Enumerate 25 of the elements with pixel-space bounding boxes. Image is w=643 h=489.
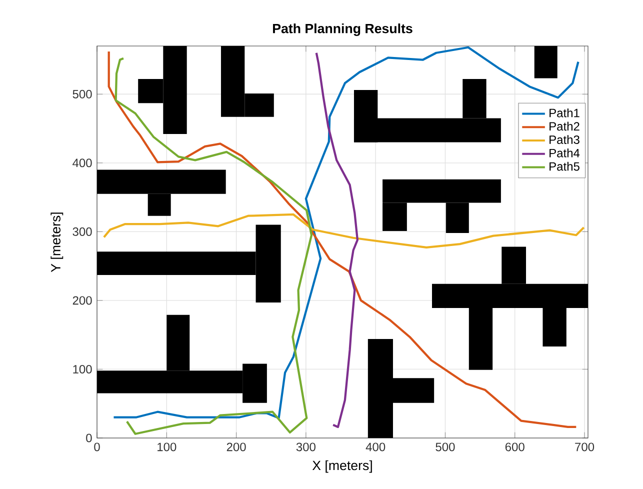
x-tick-label: 700 [575, 442, 594, 452]
line-series [114, 57, 313, 435]
y-tick-label: 300 [72, 227, 92, 236]
y-axis-title: Y [meters] [50, 212, 64, 272]
x-axis-title: X [meters] [312, 460, 372, 473]
y-tick-label: 0 [86, 434, 92, 442]
y-tick-label: 100 [73, 364, 92, 374]
x-tick-label: 600 [505, 442, 524, 452]
y-tick-label: 500 [72, 90, 92, 98]
line-series [315, 52, 359, 428]
x-tick-label: 500 [436, 442, 455, 452]
x-tick-label: 200 [226, 442, 246, 452]
y-tick-label: 400 [72, 158, 92, 168]
x-tick-label: 400 [366, 442, 386, 452]
legend-label: Path1 [550, 108, 580, 118]
legend-label: Path4 [550, 148, 580, 158]
x-tick-label: 300 [296, 442, 316, 452]
legend-label: Path3 [550, 135, 580, 144]
x-tick-label: 100 [158, 442, 176, 452]
legend-label: Path2 [550, 122, 580, 131]
x-tick-label: 0 [94, 442, 100, 452]
y-tick-label: 200 [72, 296, 92, 305]
legend-label: Path5 [550, 162, 580, 171]
line-series [102, 213, 585, 249]
chart-title: Path Planning Results [273, 23, 412, 36]
